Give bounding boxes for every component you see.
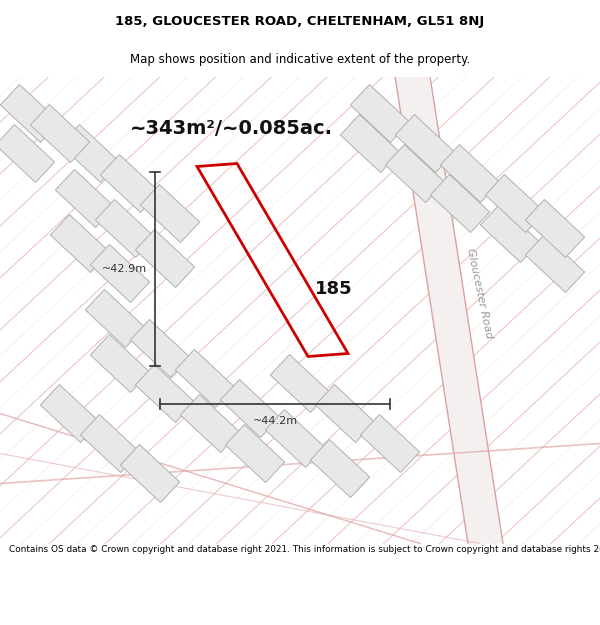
Polygon shape <box>121 444 179 503</box>
Polygon shape <box>395 76 503 544</box>
Polygon shape <box>136 229 194 288</box>
Polygon shape <box>85 289 145 348</box>
Polygon shape <box>50 214 110 272</box>
Polygon shape <box>361 414 419 472</box>
Polygon shape <box>350 84 410 142</box>
Text: 185, GLOUCESTER ROAD, CHELTENHAM, GL51 8NJ: 185, GLOUCESTER ROAD, CHELTENHAM, GL51 8… <box>115 15 485 28</box>
Text: Contains OS data © Crown copyright and database right 2021. This information is : Contains OS data © Crown copyright and d… <box>9 546 600 554</box>
Polygon shape <box>265 409 325 468</box>
Text: 185: 185 <box>315 279 353 298</box>
Polygon shape <box>526 234 584 292</box>
Polygon shape <box>0 124 55 182</box>
Polygon shape <box>140 184 200 242</box>
Polygon shape <box>136 364 194 423</box>
Polygon shape <box>100 154 160 212</box>
Polygon shape <box>40 384 100 442</box>
Polygon shape <box>91 244 149 302</box>
Polygon shape <box>485 174 545 232</box>
Text: ~44.2m: ~44.2m <box>253 416 298 426</box>
Text: Gloucester Road: Gloucester Road <box>466 248 494 339</box>
Polygon shape <box>271 354 329 412</box>
Polygon shape <box>61 124 119 182</box>
Polygon shape <box>481 204 539 262</box>
Polygon shape <box>385 144 445 202</box>
Text: Map shows position and indicative extent of the property.: Map shows position and indicative extent… <box>130 53 470 66</box>
Polygon shape <box>340 114 400 172</box>
Polygon shape <box>526 199 584 258</box>
Text: ~42.9m: ~42.9m <box>102 264 147 274</box>
Polygon shape <box>175 349 235 408</box>
Polygon shape <box>1 84 59 142</box>
Polygon shape <box>95 199 155 258</box>
Polygon shape <box>55 169 115 228</box>
Polygon shape <box>91 334 149 392</box>
Polygon shape <box>31 104 89 162</box>
Polygon shape <box>440 144 500 202</box>
Text: ~343m²/~0.085ac.: ~343m²/~0.085ac. <box>130 119 333 138</box>
Polygon shape <box>80 414 140 472</box>
Polygon shape <box>226 424 284 483</box>
Polygon shape <box>220 379 280 438</box>
Polygon shape <box>430 174 490 232</box>
Polygon shape <box>310 439 370 498</box>
Polygon shape <box>130 319 190 378</box>
Polygon shape <box>316 384 374 442</box>
Polygon shape <box>181 394 239 452</box>
Polygon shape <box>395 114 455 172</box>
